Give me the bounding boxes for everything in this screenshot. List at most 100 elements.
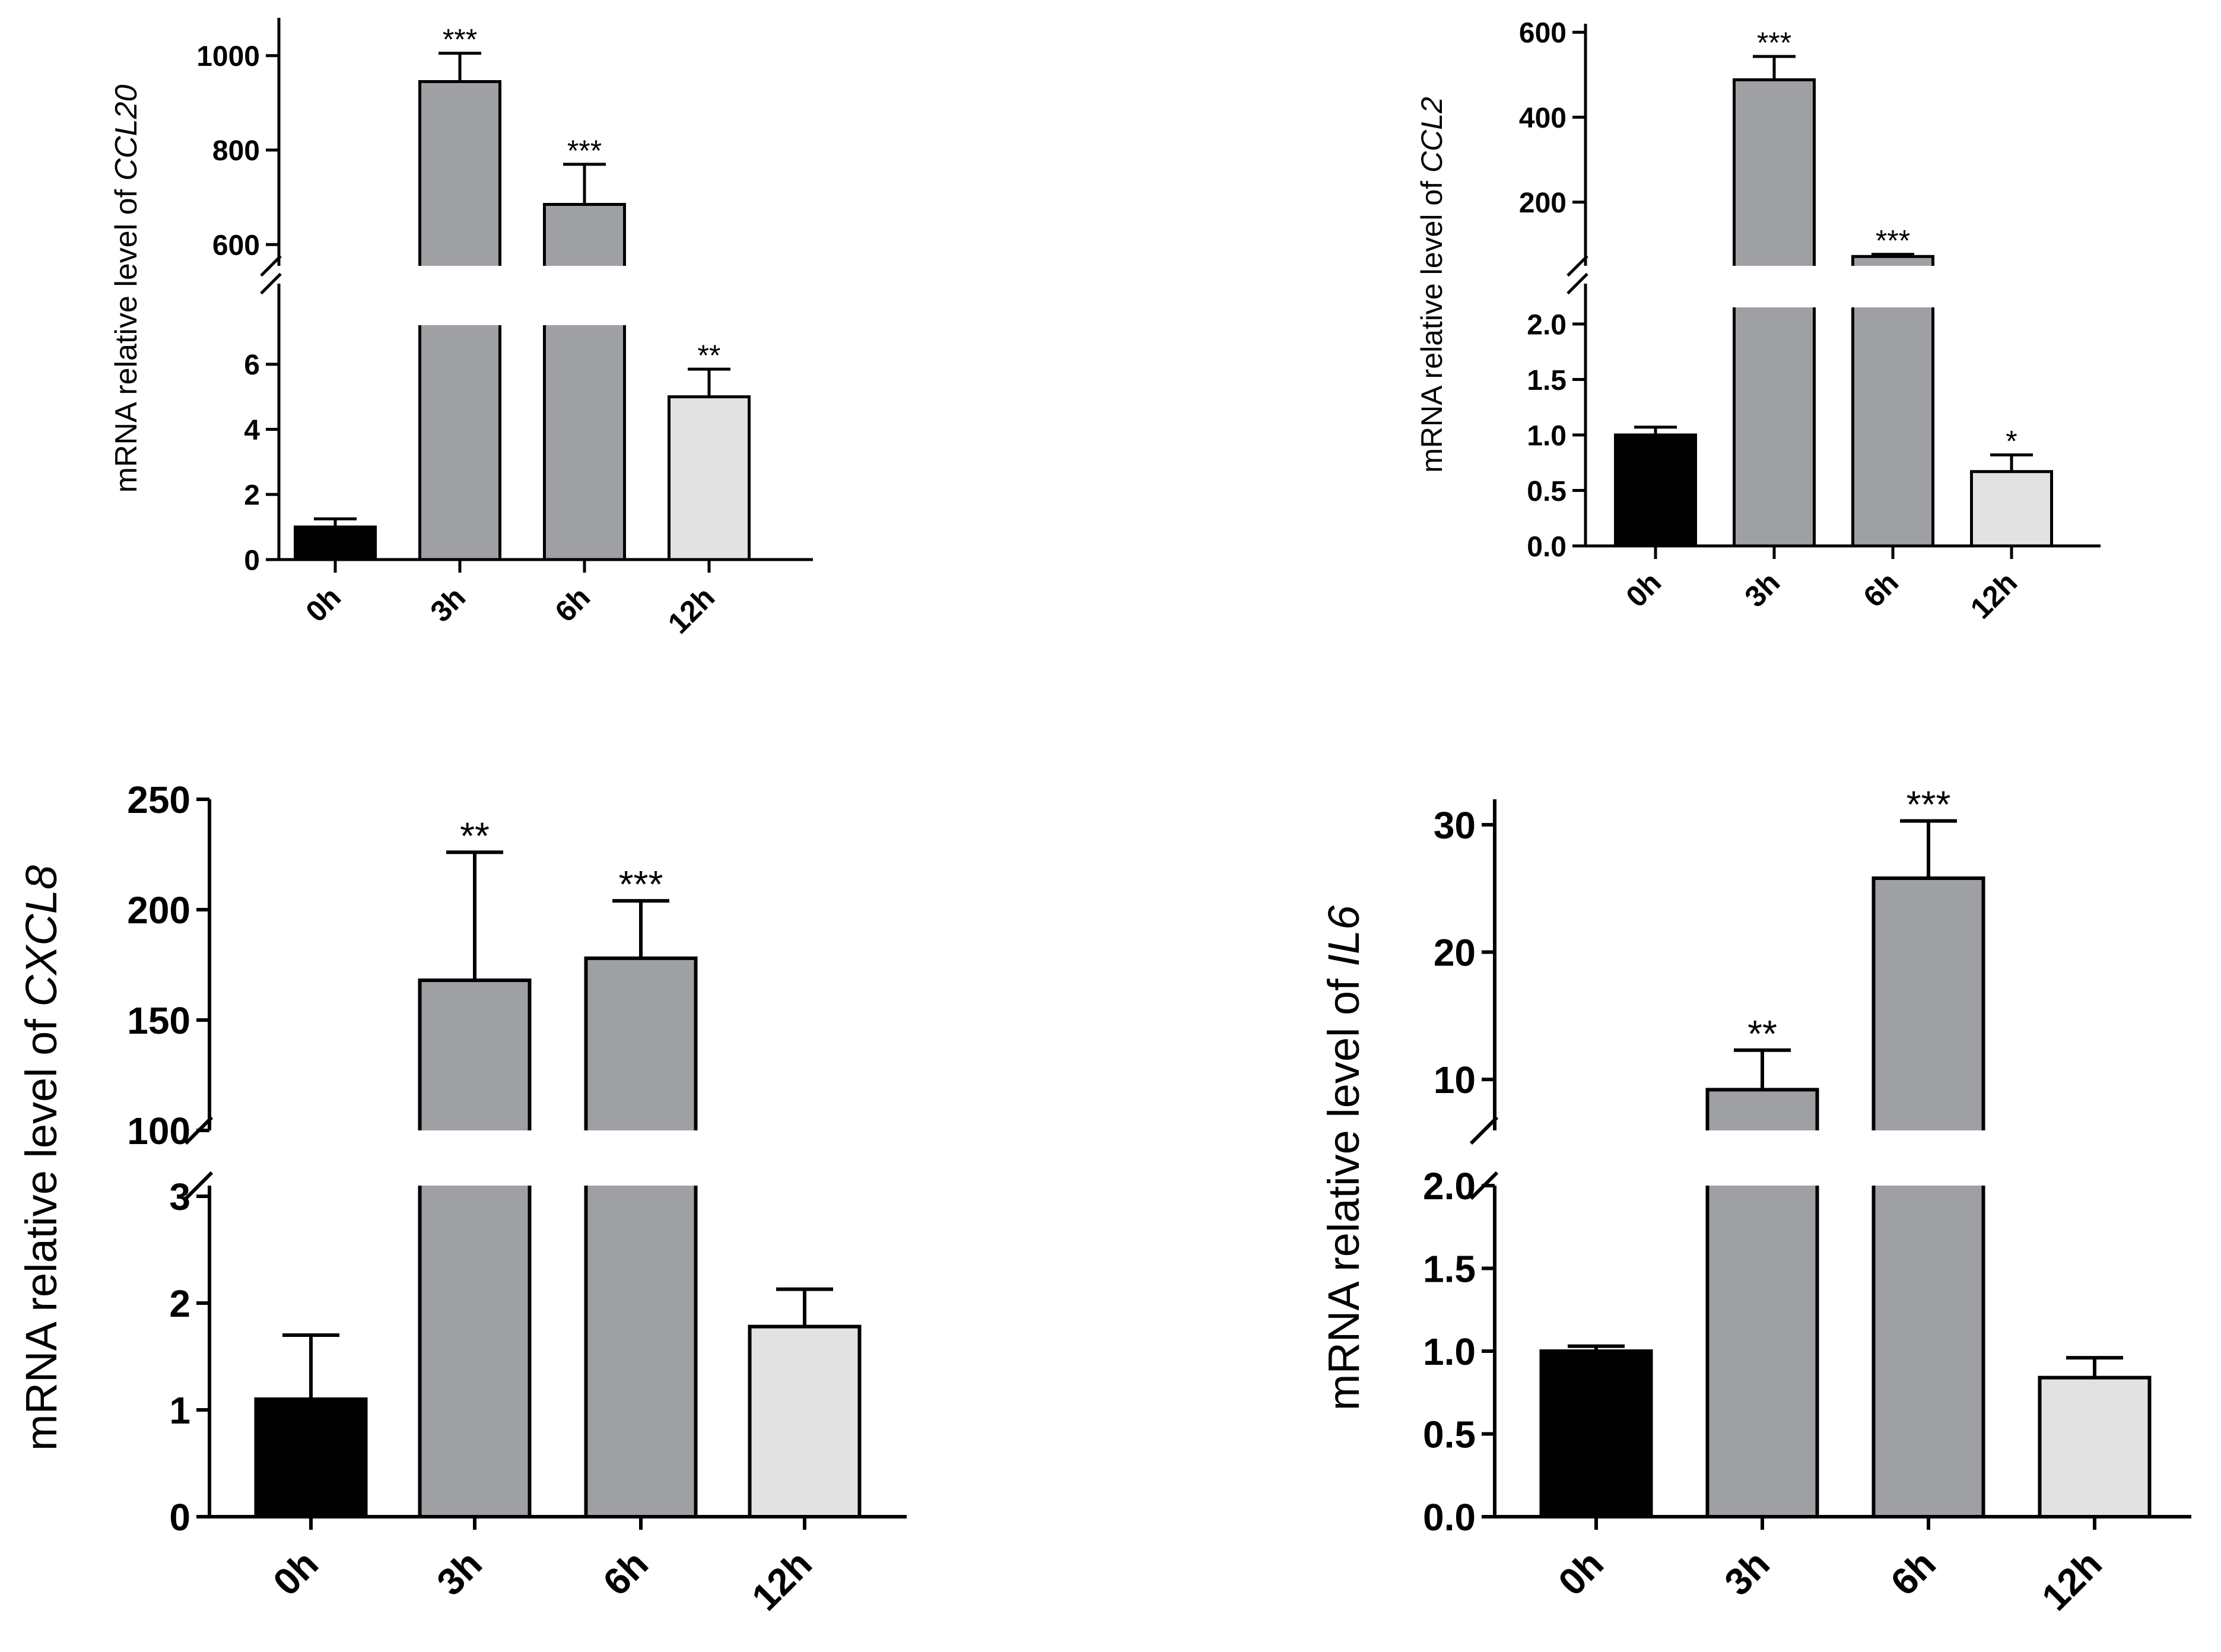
y-tick-label-30: 30 [1434,804,1476,847]
significance-label-12h: ** [698,339,721,372]
bar-6h-lower [586,1186,696,1517]
y-tick-label-2.0: 2.0 [1423,1165,1476,1208]
axis-break-mark-lower [260,272,282,295]
y-tick-label-150: 150 [127,999,190,1042]
y-tick-label-0.5: 0.5 [1423,1413,1476,1456]
bar-6h-upper [586,958,696,1130]
axis-break-mark-upper [260,255,282,277]
y-axis-label: mRNA relative level of CCL20 [109,85,144,493]
y-tick-label-600: 600 [1519,18,1567,49]
significance-label-3h: *** [1757,26,1791,59]
significance-label-3h: ** [460,814,490,857]
chart-panel-top-left: 0h *** 3h *** 6h ** 12h 0 2 4 6 600 800 1000 mRNA rela… [109,18,813,640]
bar-12h [2038,1375,2152,1518]
y-tick-label-0: 0 [244,545,260,576]
y-tick-label-3: 3 [169,1176,190,1218]
category-label-12h: 12h [2033,1542,2110,1619]
bar-3h-upper [420,980,530,1130]
bar-6h-lower [544,325,625,560]
bar-6h-lower [1853,307,1933,546]
y-tick-label-400: 400 [1519,103,1567,134]
y-axis-label: mRNA relative level of IL6 [1319,905,1368,1410]
y-tick-label-100: 100 [127,1110,190,1152]
y-tick-label-0: 0 [169,1496,190,1539]
axis-break-mark-upper [1469,1116,1499,1145]
y-tick-label-6: 6 [244,350,260,381]
y-tick-label-200: 200 [1519,188,1567,219]
bar-outline-3h-upper [418,80,501,266]
category-label-0h: 0h [1619,566,1667,614]
category-label-3h: 3h [428,1542,490,1604]
significance-label-3h: ** [1747,1012,1777,1055]
bar-0h [294,525,377,561]
y-tick-label-200: 200 [127,889,190,932]
significance-label-6h: *** [567,134,602,167]
y-axis-label-prefix: mRNA relative level of [109,180,144,493]
y-tick-label-2: 2 [169,1282,190,1325]
bar-3h-upper [1707,1089,1818,1130]
significance-label-3h: *** [443,23,477,56]
y-tick-label-10: 10 [1434,1059,1476,1101]
y-axis-label: mRNA relative level of CXCL8 [17,865,66,1451]
y-tick-label-20: 20 [1434,932,1476,974]
bar-6h-upper [1873,878,1984,1130]
category-label-6h: 6h [548,580,596,628]
y-axis-label-gene: CCL2 [1415,97,1448,173]
y-axis-label: mRNA relative level of CCL2 [1415,97,1448,473]
category-label-0h: 0h [299,580,347,628]
bar-6h-upper [1853,256,1933,266]
bar-0h [254,1397,368,1518]
bar-3h-lower [1734,307,1815,546]
bar-12h [668,395,751,561]
y-tick-label-1.5: 1.5 [1527,365,1567,396]
significance-label-12h: * [2006,425,2017,458]
chart-panel-bottom-right: 0h ** 3h *** 6h 12h 0.0 0.5 1.0 1.5 2.0 10 20 30 mRNA … [1319,783,2191,1619]
y-tick-label-0.5: 0.5 [1527,476,1567,507]
category-label-3h: 3h [1716,1542,1778,1604]
y-tick-label-250: 250 [127,779,190,821]
y-tick-label-1.5: 1.5 [1423,1248,1476,1291]
axis-break-mark-upper [1567,255,1588,277]
y-tick-label-1: 1 [169,1389,190,1432]
bar-3h-lower [420,325,500,560]
y-tick-label-0.0: 0.0 [1527,531,1567,563]
y-axis-label-prefix: mRNA relative level of [1415,173,1448,473]
category-label-0h: 0h [265,1542,326,1604]
category-label-3h: 3h [424,580,472,628]
bar-6h-upper [544,204,625,266]
y-tick-label-1000: 1000 [196,41,260,72]
y-axis-label-gene: IL6 [1319,905,1368,967]
axis-break-mark-lower [1567,272,1588,295]
y-tick-label-2.0: 2.0 [1527,309,1567,341]
y-tick-label-800: 800 [212,135,260,167]
bar-12h [748,1324,862,1519]
bar-12h [1970,470,2053,548]
bar-outline-6h-upper [1851,255,1934,266]
chart-panel-bottom-left: 0h ** 3h *** 6h 12h 0 1 2 3 100 150 200 250 mRNA relat… [17,779,907,1619]
category-label-12h: 12h [662,580,722,640]
axis-break-mark-lower [184,1171,214,1200]
category-label-12h: 12h [743,1542,820,1619]
category-label-6h: 6h [1882,1542,1944,1604]
bar-3h-lower [420,1186,530,1517]
bar-3h-upper [1734,80,1815,266]
y-tick-label-1.0: 1.0 [1423,1330,1476,1373]
bar-6h-lower [1873,1186,1984,1517]
y-tick-label-0.0: 0.0 [1423,1496,1476,1539]
bar-0h [1614,433,1697,548]
y-axis-label-gene: CCL20 [109,85,144,181]
bar-3h-upper [420,81,500,266]
bar-3h-lower [1707,1186,1818,1517]
category-label-0h: 0h [1550,1542,1612,1604]
chart-panel-top-right: 0h *** 3h *** 6h * 12h 0.0 0.5 1.0 1.5 2.0 200 400 600… [1415,18,2101,625]
significance-label-6h: *** [1876,224,1910,258]
significance-label-6h: *** [619,863,663,906]
y-axis-label-prefix: mRNA relative level of [1319,967,1368,1411]
category-label-6h: 6h [595,1542,656,1604]
y-tick-label-600: 600 [212,230,260,261]
significance-label-6h: *** [1907,783,1951,825]
y-axis-label-prefix: mRNA relative level of [17,1007,66,1451]
y-tick-label-4: 4 [244,415,260,446]
category-label-12h: 12h [1964,566,2024,625]
